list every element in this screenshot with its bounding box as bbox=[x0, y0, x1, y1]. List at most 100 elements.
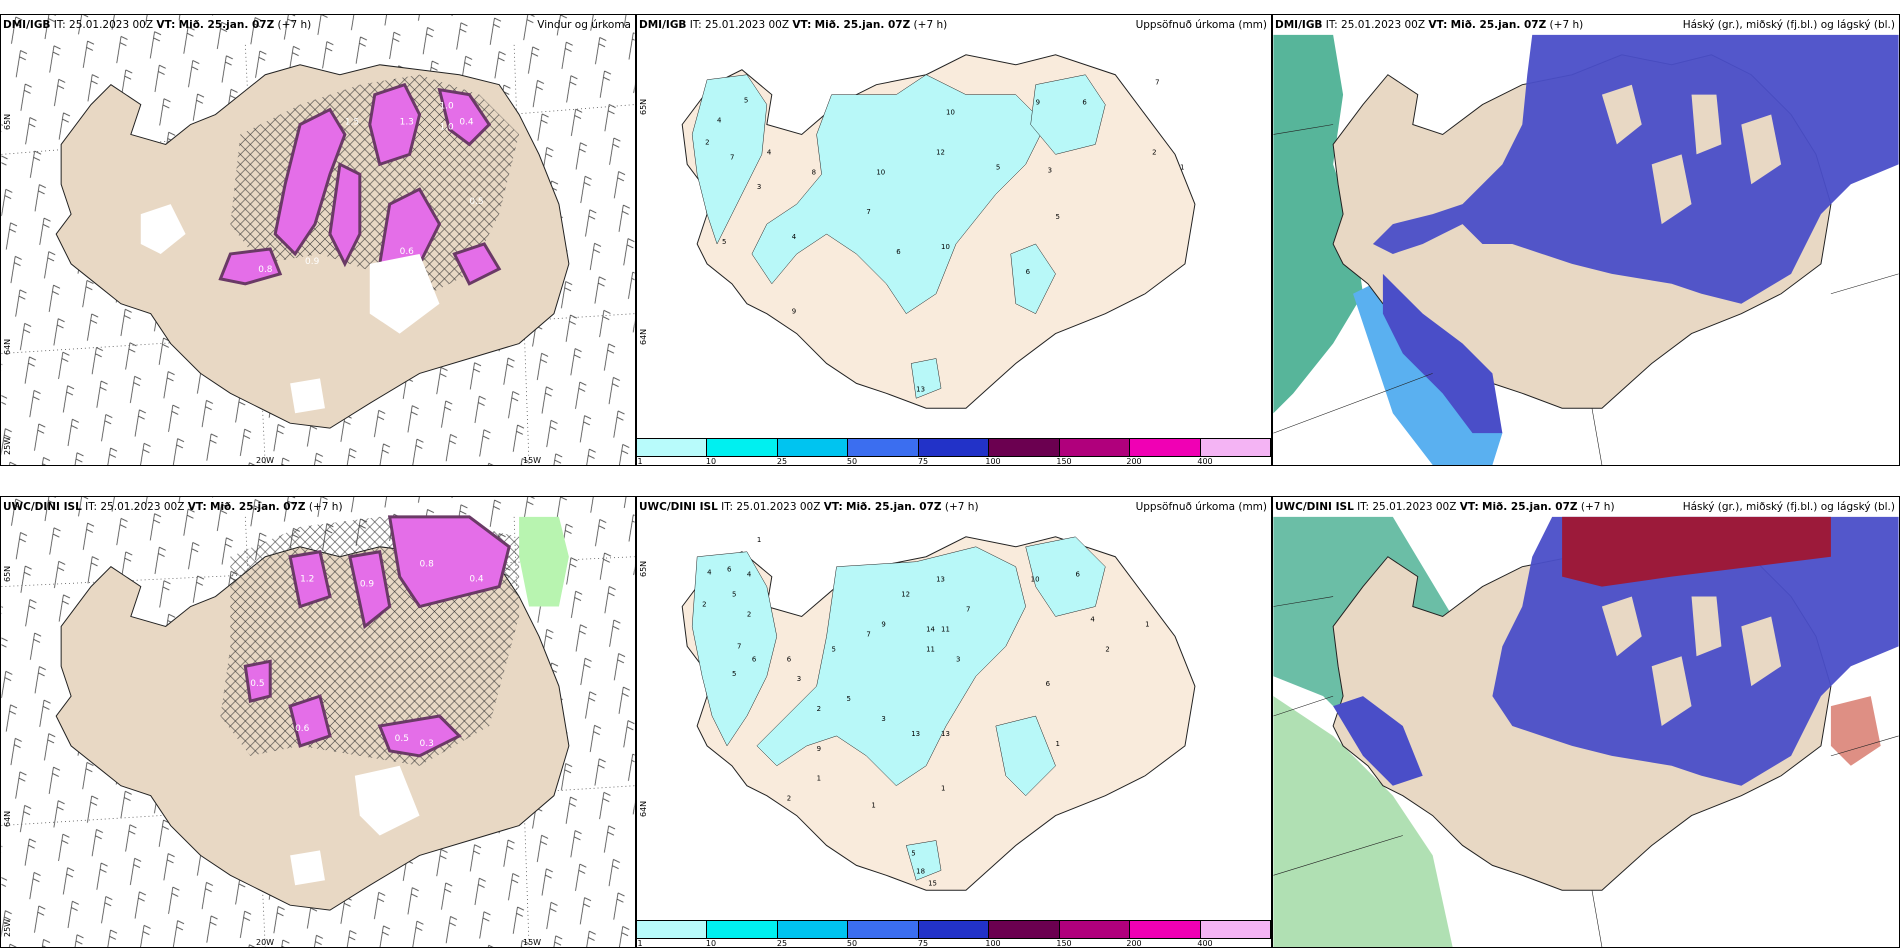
precip-value: 5 bbox=[996, 163, 1000, 171]
lon-label-15w: 15W bbox=[523, 938, 542, 947]
wind-label: 0.8 bbox=[420, 560, 435, 570]
precip-value: 3 bbox=[757, 183, 761, 191]
wind-label: 0.4 bbox=[469, 575, 484, 585]
precip-value: 4 bbox=[747, 571, 752, 579]
colorbar-segment bbox=[989, 921, 1060, 938]
precip-value: 10 bbox=[946, 109, 955, 117]
cyan-precip bbox=[691, 536, 1106, 881]
wind-label: 1.0 bbox=[439, 122, 454, 132]
lon-label-20w: 20W bbox=[256, 456, 275, 465]
colorbar-label: 75 bbox=[917, 457, 929, 466]
wind-map[interactable]: 0.8 0.4 1.2 0.9 0.6 0.5 0.3 0.5 bbox=[1, 497, 635, 947]
precip-value: 1 bbox=[941, 785, 945, 793]
wind-label: 1.2 bbox=[300, 575, 314, 585]
lat-label-64n: 64N bbox=[639, 328, 648, 345]
panel-info: DMI/IGB IT: 25.01.2023 00Z VT: Mið. 25.j… bbox=[1275, 19, 1584, 31]
cyan-precip bbox=[691, 74, 1106, 399]
precip-value: 7 bbox=[866, 630, 870, 638]
colorbar-labels: 1 10 25 50 75 100 150 200 400 bbox=[637, 939, 1271, 948]
precip-value: 5 bbox=[744, 97, 748, 105]
low-cloud bbox=[1382, 273, 1503, 434]
wind-label: 1.5 bbox=[345, 118, 359, 128]
precip-value: 11 bbox=[926, 645, 935, 653]
wind-label: 0.8 bbox=[258, 265, 273, 275]
low-cloud bbox=[1333, 696, 1423, 786]
precip-map[interactable]: 5 4 2 7 4 3 5 4 6 8 7 9 10 12 10 5 3 9 6… bbox=[637, 15, 1271, 465]
colorbar-segment bbox=[1200, 439, 1271, 456]
colorbar-segment bbox=[1059, 921, 1131, 938]
precip-value: 9 bbox=[1036, 99, 1040, 107]
panel-header: DMI/IGB IT: 25.01.2023 00Z VT: Mið. 25.j… bbox=[639, 19, 1267, 35]
colorbar-label: 50 bbox=[846, 457, 858, 466]
precip-value: 5 bbox=[732, 670, 736, 678]
precip-value: 5 bbox=[732, 591, 736, 599]
colorbar-label: 400 bbox=[1197, 939, 1213, 948]
colorbar-label: 200 bbox=[1126, 457, 1142, 466]
precip-value: 1 bbox=[1180, 163, 1184, 171]
colorbar-label: 75 bbox=[917, 939, 929, 948]
precip-map[interactable]: 1 4 6 4 5 2 2 7 6 5 6 5 3 12 13 9 7 7 14… bbox=[637, 497, 1271, 947]
wind-label: 0.5 bbox=[250, 679, 264, 689]
white-gaps bbox=[140, 204, 440, 414]
wind-map[interactable]: 1.0 1.0 1.3 1.5 0.9 0.8 0.6 0.5 0.4 bbox=[1, 15, 635, 465]
precip-value: 18 bbox=[916, 867, 925, 875]
precip-value: 2 bbox=[702, 601, 706, 609]
panel-clouds-dmi: DMI/IGB IT: 25.01.2023 00Z VT: Mið. 25.j… bbox=[1272, 14, 1900, 466]
cloud-map[interactable] bbox=[1273, 497, 1899, 947]
colorbar-segment bbox=[918, 921, 990, 938]
panel-header: DMI/IGB IT: 25.01.2023 00Z VT: Mið. 25.j… bbox=[1275, 19, 1895, 35]
colorbar-segment bbox=[1130, 921, 1201, 938]
precip-value: 7 bbox=[866, 208, 870, 216]
colorbar-segment bbox=[637, 439, 708, 456]
precip-blobs bbox=[243, 515, 511, 758]
red-cloud-east bbox=[1830, 696, 1881, 766]
high-cloud-band bbox=[1273, 34, 1363, 414]
wind-label: 1.3 bbox=[400, 118, 414, 128]
colorbar-label: 10 bbox=[705, 457, 717, 466]
precip-value: 2 bbox=[1152, 148, 1156, 156]
precip-value: 6 bbox=[787, 655, 791, 663]
colorbar-label: 10 bbox=[705, 939, 717, 948]
precip-value: 10 bbox=[941, 243, 950, 251]
precip-value: 3 bbox=[881, 715, 885, 723]
precip-value: 1 bbox=[1145, 620, 1149, 628]
cloud-map[interactable] bbox=[1273, 15, 1899, 465]
panel-header: UWC/DINI ISL IT: 25.01.2023 00Z VT: Mið.… bbox=[1275, 501, 1895, 517]
precip-value: 6 bbox=[1026, 268, 1030, 276]
precip-value: 14 bbox=[926, 625, 935, 633]
precip-value: 5 bbox=[722, 238, 726, 246]
lat-label-64n: 64N bbox=[639, 800, 648, 817]
wind-label: 1.0 bbox=[439, 102, 454, 112]
panel-header: DMI/IGB IT: 25.01.2023 00Z VT: Mið. 25.j… bbox=[3, 19, 631, 35]
lat-label-65n: 65N bbox=[3, 113, 12, 130]
panel-wind-precip-uwc: UWC/DINI ISL IT: 25.01.2023 00Z VT: Mið.… bbox=[0, 496, 636, 948]
colorbar-labels: 1 10 25 50 75 100 150 200 400 bbox=[637, 457, 1271, 466]
precip-value: 12 bbox=[901, 591, 910, 599]
colorbar-segment bbox=[848, 439, 919, 456]
wind-label: 0.5 bbox=[395, 734, 409, 744]
colorbar-label: 100 bbox=[985, 939, 1001, 948]
precip-value: 13 bbox=[936, 576, 945, 584]
precip-value: 6 bbox=[1046, 680, 1050, 688]
colorbar-segment bbox=[707, 921, 778, 938]
precip-value: 7 bbox=[730, 153, 734, 161]
wind-label: 0.4 bbox=[459, 118, 474, 128]
panel-info: UWC/DINI ISL IT: 25.01.2023 00Z VT: Mið.… bbox=[1275, 501, 1615, 513]
lat-label-64n: 64N bbox=[3, 810, 12, 827]
panel-accum-precip-uwc: UWC/DINI ISL IT: 25.01.2023 00Z VT: Mið.… bbox=[636, 496, 1272, 948]
precip-value: 3 bbox=[797, 675, 801, 683]
wind-label: 0.3 bbox=[420, 739, 434, 749]
precip-value: 2 bbox=[787, 795, 791, 803]
panel-title: Háský (gr.), miðský (fj.bl.) og lágský (… bbox=[1682, 19, 1895, 31]
precip-value: 7 bbox=[966, 605, 970, 613]
lat-label-65n: 65N bbox=[639, 560, 648, 577]
white-gaps bbox=[290, 765, 420, 886]
precip-value: 1 bbox=[871, 802, 875, 810]
clear-holes bbox=[1601, 84, 1782, 225]
precip-values: 5 4 2 7 4 3 5 4 6 8 7 9 10 12 10 5 3 9 6… bbox=[705, 79, 1184, 394]
colorbar-label: 150 bbox=[1056, 457, 1072, 466]
wind-label: 0.6 bbox=[400, 247, 415, 257]
panel-info: DMI/IGB IT: 25.01.2023 00Z VT: Mið. 25.j… bbox=[639, 19, 948, 31]
clear-holes bbox=[1601, 596, 1782, 726]
lat-label-65n: 65N bbox=[3, 565, 12, 582]
